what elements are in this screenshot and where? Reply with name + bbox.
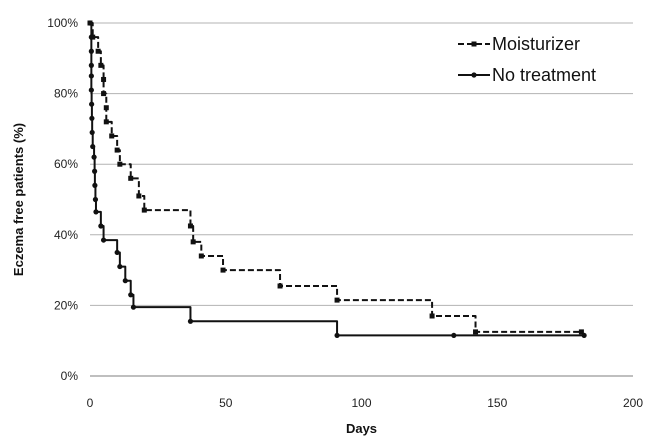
legend: Moisturizer No treatment	[458, 34, 596, 85]
data-point-no-treatment-15	[98, 223, 104, 229]
data-point-no-treatment-5	[88, 87, 94, 93]
data-point-moisturizer-7	[103, 119, 109, 125]
data-point-no-treatment-13	[92, 196, 99, 203]
data-point-moisturizer-15	[190, 239, 196, 245]
x-tick-label-200: 200	[623, 396, 643, 410]
data-point-no-treatment-24	[451, 332, 457, 339]
legend-item-moisturizer: Moisturizer	[458, 34, 580, 54]
legend-item-no-treatment: No treatment	[458, 65, 596, 85]
data-point-moisturizer-18	[277, 283, 283, 289]
data-point-moisturizer-21	[473, 329, 479, 335]
legend-marker-moisturizer	[471, 41, 477, 47]
data-point-moisturizer-10	[117, 161, 123, 167]
legend-label-moisturizer: Moisturizer	[492, 34, 580, 54]
data-point-no-treatment-0	[87, 20, 93, 26]
data-point-no-treatment-16	[100, 237, 107, 243]
y-tick-label-60: 60%	[54, 157, 78, 171]
data-point-no-treatment-11	[92, 168, 98, 174]
data-point-moisturizer-13	[141, 207, 147, 213]
data-point-no-treatment-18	[117, 263, 123, 270]
gridlines	[90, 22, 633, 306]
series-layer	[87, 20, 587, 339]
data-point-moisturizer-20	[429, 313, 435, 319]
data-point-moisturizer-5	[101, 91, 107, 97]
data-point-moisturizer-12	[136, 193, 142, 199]
data-point-no-treatment-9	[90, 143, 96, 150]
data-point-no-treatment-23	[334, 332, 340, 339]
data-point-moisturizer-8	[109, 133, 115, 139]
data-point-no-treatment-2	[88, 48, 94, 54]
data-point-no-treatment-8	[89, 129, 95, 136]
axes: 0% 20% 40% 60% 80% 100% 0 50 100 150 200 Days Eczema…	[11, 16, 643, 436]
data-point-no-treatment-21	[130, 304, 137, 310]
data-point-moisturizer-2	[95, 48, 101, 54]
data-point-moisturizer-11	[128, 175, 134, 181]
data-point-moisturizer-17	[220, 267, 226, 273]
data-point-moisturizer-22	[578, 329, 584, 335]
data-point-no-treatment-7	[89, 115, 95, 121]
y-tick-label-100: 100%	[47, 16, 78, 30]
y-axis-title: Eczema free patients (%)	[11, 123, 26, 276]
data-point-no-treatment-22	[187, 318, 194, 324]
y-tick-label-40: 40%	[54, 228, 78, 242]
data-point-no-treatment-20	[128, 292, 134, 298]
y-tick-label-80: 80%	[54, 87, 78, 101]
series-moisturizer	[87, 20, 584, 335]
x-tick-label-100: 100	[351, 396, 371, 410]
data-point-no-treatment-17	[114, 249, 120, 256]
x-axis-title: Days	[346, 421, 377, 436]
data-point-moisturizer-14	[187, 223, 193, 229]
data-point-no-treatment-14	[93, 209, 99, 215]
y-tick-label-0: 0%	[61, 369, 79, 383]
data-point-moisturizer-3	[98, 62, 104, 68]
data-point-no-treatment-6	[89, 101, 95, 107]
y-tick-label-20: 20%	[54, 298, 78, 312]
data-point-no-treatment-19	[122, 278, 128, 284]
data-point-no-treatment-10	[91, 154, 97, 160]
data-point-moisturizer-9	[114, 147, 120, 153]
data-point-moisturizer-19	[334, 297, 340, 303]
x-tick-label-150: 150	[487, 396, 507, 410]
x-tick-label-0: 0	[87, 396, 94, 410]
data-point-no-treatment-1	[88, 34, 94, 40]
legend-marker-no-treatment	[471, 72, 477, 78]
data-point-moisturizer-16	[198, 253, 204, 259]
data-point-no-treatment-3	[88, 62, 94, 68]
data-point-no-treatment-4	[88, 73, 94, 79]
data-point-no-treatment-12	[92, 182, 98, 188]
data-point-moisturizer-4	[101, 76, 107, 82]
series-no-treatment	[87, 20, 587, 339]
data-point-no-treatment-25	[581, 332, 587, 339]
x-tick-label-50: 50	[219, 396, 233, 410]
legend-label-no-treatment: No treatment	[492, 65, 596, 85]
data-point-moisturizer-6	[103, 105, 109, 111]
